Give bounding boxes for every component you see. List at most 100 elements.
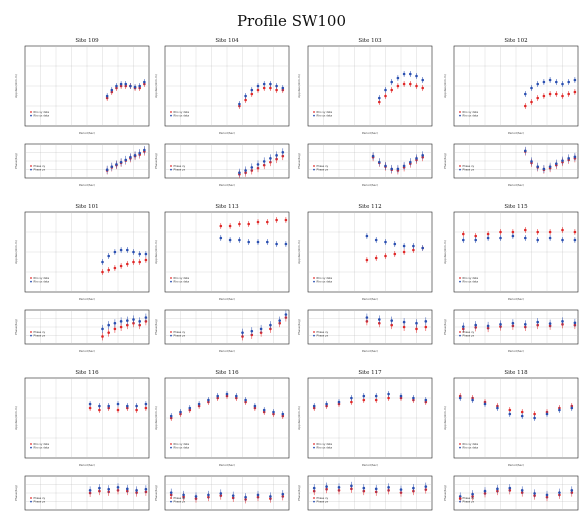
data-point bbox=[116, 486, 120, 489]
data-point bbox=[126, 323, 129, 327]
legend-label: Rho xy data bbox=[317, 110, 333, 114]
x-axis-label: Period(Sec) bbox=[219, 463, 235, 467]
data-point bbox=[132, 260, 135, 264]
data-point bbox=[573, 321, 577, 325]
data-point bbox=[412, 396, 415, 400]
legend-label: Phase yx bbox=[463, 500, 475, 504]
data-point bbox=[244, 169, 247, 172]
data-point bbox=[402, 244, 406, 248]
data-point bbox=[520, 410, 524, 414]
site-title: Site 102 bbox=[504, 38, 527, 44]
legend-label: Rho xy data bbox=[174, 110, 190, 114]
legend-label: Phase xy bbox=[317, 164, 329, 168]
data-point bbox=[126, 487, 129, 491]
legend-marker bbox=[313, 168, 315, 171]
data-point bbox=[462, 325, 465, 328]
legend-label: Rho xy data bbox=[174, 442, 190, 446]
data-point bbox=[387, 392, 390, 396]
legend-marker bbox=[313, 497, 315, 499]
data-point bbox=[421, 86, 425, 90]
legend-label: Phase xy bbox=[174, 496, 186, 500]
data-point bbox=[421, 154, 425, 157]
data-point bbox=[374, 238, 378, 242]
data-point bbox=[378, 96, 381, 100]
data-point bbox=[511, 234, 515, 238]
data-point bbox=[133, 154, 137, 157]
data-point bbox=[98, 486, 101, 490]
data-point bbox=[402, 164, 406, 168]
legend-marker bbox=[313, 277, 315, 279]
data-point bbox=[384, 254, 387, 258]
legend-label: Rho yx data bbox=[34, 446, 50, 450]
data-point bbox=[561, 320, 564, 323]
data-point bbox=[225, 392, 229, 396]
data-point bbox=[486, 324, 490, 328]
legend-label: Rho yx data bbox=[463, 446, 479, 450]
data-point bbox=[256, 163, 260, 166]
data-point bbox=[275, 154, 278, 157]
data-point bbox=[384, 94, 387, 98]
legend-label: Phase xy bbox=[463, 330, 475, 334]
legend-marker bbox=[30, 497, 32, 499]
y-axis-label: App.Res(ohm-m) bbox=[443, 74, 447, 97]
data-point bbox=[88, 406, 92, 410]
y-axis-label: App.Res(ohm-m) bbox=[14, 240, 18, 263]
x-axis-label: Period(Sec) bbox=[219, 183, 235, 187]
data-point bbox=[250, 166, 254, 169]
legend-label: Rho yx data bbox=[34, 280, 50, 284]
legend-label: Phase xy bbox=[463, 496, 475, 500]
data-point bbox=[269, 86, 272, 90]
data-point bbox=[536, 96, 539, 100]
data-point bbox=[124, 158, 128, 162]
data-point bbox=[561, 82, 564, 86]
data-point bbox=[458, 396, 462, 400]
data-point bbox=[272, 410, 275, 414]
legend-label: Phase yx bbox=[174, 334, 186, 338]
data-point bbox=[533, 416, 536, 420]
data-point bbox=[105, 94, 109, 98]
data-point bbox=[256, 493, 260, 497]
site-title: Site 117 bbox=[358, 370, 382, 376]
x-axis-label: Period(Sec) bbox=[508, 131, 524, 135]
data-point bbox=[424, 485, 428, 488]
data-point bbox=[144, 316, 148, 319]
data-point bbox=[474, 323, 478, 327]
data-point bbox=[524, 104, 527, 108]
data-point bbox=[390, 80, 394, 84]
data-point bbox=[548, 236, 552, 240]
data-point bbox=[126, 262, 129, 266]
data-point bbox=[126, 404, 129, 408]
data-point bbox=[110, 88, 114, 92]
data-point bbox=[144, 402, 148, 406]
data-point bbox=[107, 323, 110, 327]
data-point bbox=[247, 222, 250, 226]
data-point bbox=[508, 408, 512, 412]
legend-marker bbox=[30, 331, 32, 333]
site-title: Site 113 bbox=[215, 204, 239, 210]
data-point bbox=[281, 86, 285, 90]
data-point bbox=[132, 250, 135, 254]
data-point bbox=[133, 85, 137, 89]
data-point bbox=[409, 160, 412, 164]
data-point bbox=[138, 84, 141, 88]
data-point bbox=[216, 394, 219, 398]
data-point bbox=[542, 94, 546, 98]
legend-marker bbox=[170, 277, 172, 279]
data-point bbox=[179, 410, 182, 414]
data-point bbox=[219, 236, 223, 240]
legend-marker bbox=[30, 165, 32, 167]
data-point bbox=[182, 493, 185, 497]
data-point bbox=[238, 222, 241, 226]
legend-label: Rho yx data bbox=[174, 446, 190, 450]
data-point bbox=[219, 224, 223, 228]
x-axis-label: Period(Sec) bbox=[79, 349, 95, 353]
data-point bbox=[101, 335, 104, 338]
data-point bbox=[325, 485, 328, 488]
data-point bbox=[396, 76, 400, 80]
legend-marker bbox=[170, 446, 172, 449]
data-point bbox=[362, 394, 366, 398]
data-point bbox=[284, 218, 288, 222]
